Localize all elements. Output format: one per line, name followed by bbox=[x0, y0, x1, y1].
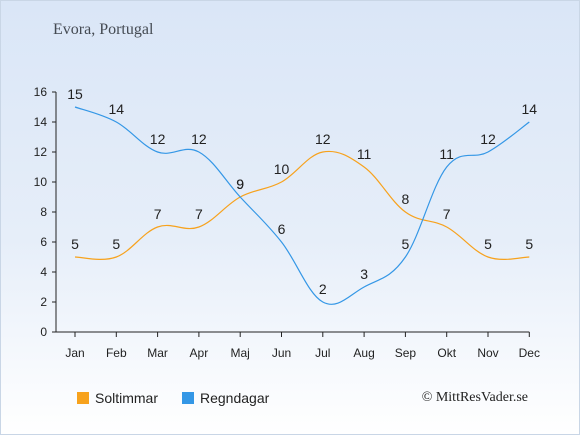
x-tick-label: Dec bbox=[519, 346, 540, 360]
data-label-soltimmar: 5 bbox=[112, 236, 120, 252]
x-tick-label: Okt bbox=[437, 346, 456, 360]
legend-swatch-regndagar bbox=[182, 392, 194, 404]
y-tick-label: 6 bbox=[40, 235, 47, 249]
data-label-regndagar: 2 bbox=[319, 281, 327, 297]
data-label-soltimmar: 7 bbox=[443, 206, 451, 222]
x-tick-label: Nov bbox=[477, 346, 498, 360]
legend-label-regndagar: Regndagar bbox=[200, 390, 270, 406]
x-tick-label: Aug bbox=[353, 346, 374, 360]
data-label-regndagar: 6 bbox=[278, 221, 286, 237]
data-label-soltimmar: 11 bbox=[357, 146, 372, 162]
legend-swatch-soltimmar bbox=[77, 392, 89, 404]
data-label-regndagar: 14 bbox=[522, 101, 538, 117]
x-tick-label: Mar bbox=[147, 346, 168, 360]
data-label-soltimmar: 8 bbox=[402, 191, 410, 207]
series-line-regndagar bbox=[74, 106, 530, 305]
data-label-regndagar: 15 bbox=[67, 86, 83, 102]
data-label-regndagar: 14 bbox=[109, 101, 125, 117]
chart-title: Evora, Portugal bbox=[53, 21, 154, 38]
y-tick-label: 0 bbox=[40, 325, 47, 339]
x-tick-label: Maj bbox=[231, 346, 250, 360]
data-label-soltimmar: 5 bbox=[525, 236, 533, 252]
data-label-soltimmar: 10 bbox=[274, 161, 290, 177]
data-label-soltimmar: 5 bbox=[71, 236, 79, 252]
x-tick-label: Jan bbox=[65, 346, 84, 360]
series-line-soltimmar bbox=[74, 150, 530, 260]
data-label-regndagar: 9 bbox=[236, 176, 244, 192]
y-tick-label: 2 bbox=[40, 295, 47, 309]
data-label-regndagar: 12 bbox=[480, 131, 496, 147]
x-tick-label: Apr bbox=[190, 346, 209, 360]
data-label-soltimmar: 9 bbox=[236, 176, 244, 192]
x-tick-label: Jul bbox=[315, 346, 330, 360]
data-label-soltimmar: 7 bbox=[195, 206, 203, 222]
data-label-regndagar: 11 bbox=[439, 146, 454, 162]
data-label-regndagar: 12 bbox=[150, 131, 166, 147]
legend-label-soltimmar: Soltimmar bbox=[95, 390, 159, 406]
y-tick-label: 12 bbox=[34, 145, 48, 159]
x-tick-label: Jun bbox=[272, 346, 291, 360]
credit-text: © MittResVader.se bbox=[421, 390, 528, 405]
legend-item-regndagar: Regndagar bbox=[182, 390, 269, 406]
data-label-soltimmar: 12 bbox=[315, 131, 331, 147]
data-label-regndagar: 5 bbox=[402, 236, 410, 252]
data-label-soltimmar: 5 bbox=[484, 236, 492, 252]
y-tick-label: 16 bbox=[34, 85, 48, 99]
y-tick-label: 14 bbox=[34, 115, 48, 129]
series-lines bbox=[74, 106, 530, 305]
x-tick-label: Feb bbox=[106, 346, 127, 360]
y-tick-label: 8 bbox=[40, 205, 47, 219]
y-tick-label: 10 bbox=[34, 175, 48, 189]
data-label-regndagar: 3 bbox=[360, 266, 368, 282]
y-tick-label: 4 bbox=[40, 265, 47, 279]
x-tick-label: Sep bbox=[395, 346, 417, 360]
data-label-regndagar: 12 bbox=[191, 131, 207, 147]
data-label-soltimmar: 7 bbox=[154, 206, 162, 222]
legend-item-soltimmar: Soltimmar bbox=[77, 390, 158, 406]
axes: 0 2 4 6 8 10 12 14 16 Jan Feb Mar Apr Maj Jun Jul Aug Sep… bbox=[34, 85, 540, 360]
